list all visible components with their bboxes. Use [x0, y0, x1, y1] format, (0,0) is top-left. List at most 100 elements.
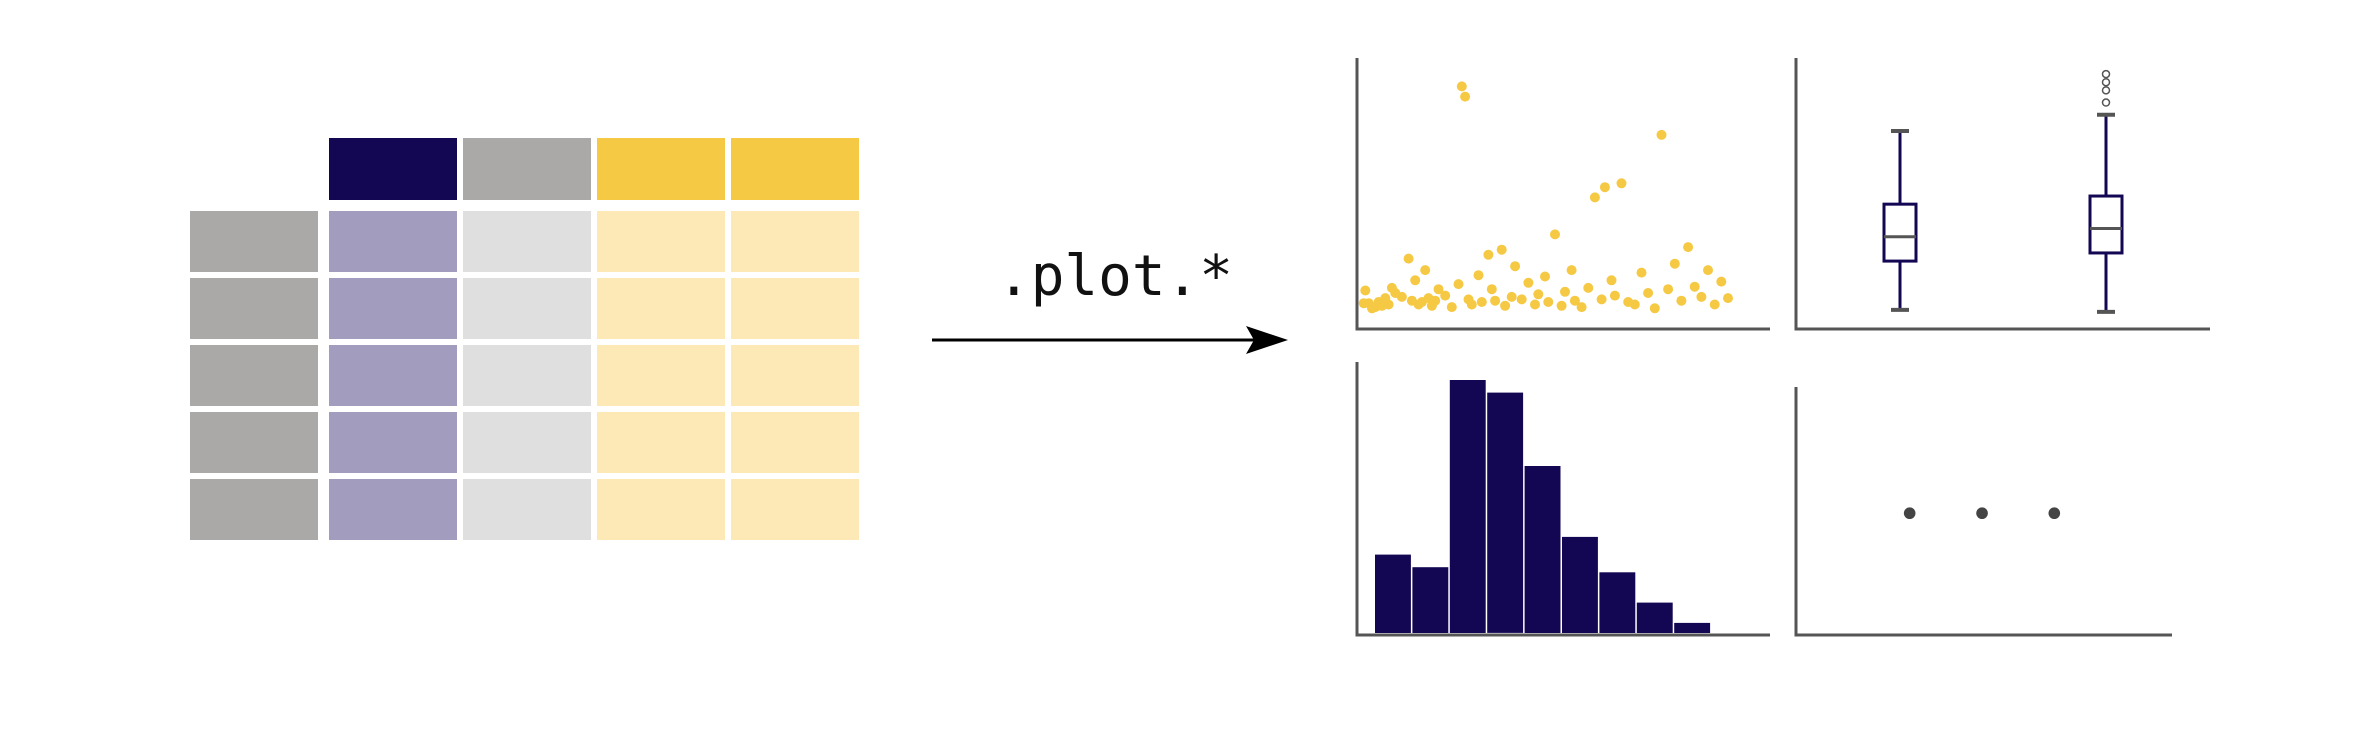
scatter-point [1663, 284, 1674, 295]
table-header-cell [731, 138, 859, 200]
arrow-label: .plot.* [997, 244, 1233, 309]
scatter-point [1609, 290, 1620, 301]
table-index-cell [190, 345, 318, 406]
scatter-point [1703, 265, 1713, 276]
table-body-cell [731, 412, 859, 473]
scatter-point [1596, 294, 1607, 305]
scatter-point [1550, 229, 1560, 240]
scatter-point [1676, 295, 1687, 306]
histogram-bar [1449, 380, 1486, 633]
histogram-bar [1375, 554, 1411, 633]
scatter-point [1583, 282, 1594, 293]
scatter-point [1689, 281, 1700, 292]
scatter-point [1530, 299, 1540, 310]
boxplot-panel [1794, 58, 2210, 331]
scatter-point [1669, 258, 1680, 269]
table-index-cell [190, 278, 318, 339]
box-outlier [2101, 98, 2111, 107]
scatter-point [1396, 291, 1407, 302]
table-body-cell [463, 345, 591, 406]
table-body-cell [329, 211, 457, 272]
scatter-point [1533, 289, 1544, 300]
scatter-point [1403, 253, 1414, 264]
axis-lines [1355, 58, 1770, 331]
scatter-point [1560, 286, 1570, 297]
table-body-cell [329, 412, 457, 473]
table-body-cell [597, 211, 725, 272]
table-body-cell [463, 211, 591, 272]
scatter-point [1696, 291, 1707, 302]
table-header-cell [463, 138, 591, 200]
scatter-point [1540, 271, 1550, 282]
dataframe-table [190, 138, 859, 540]
scatter-point [1543, 297, 1554, 307]
scatter-point [1453, 279, 1464, 290]
scatter-point [1483, 249, 1494, 260]
box-outlier [2101, 86, 2111, 95]
scatter-point [1460, 91, 1471, 102]
scatter-point [1656, 129, 1667, 140]
scatter-point [1410, 275, 1421, 286]
scatter-point [1506, 291, 1517, 302]
histogram-bar [1636, 602, 1673, 633]
scatter-point [1383, 299, 1394, 310]
scatter-point [1629, 299, 1640, 310]
table-body-cell [731, 479, 859, 540]
table-body-cell [329, 345, 457, 406]
scatter-point [1606, 275, 1617, 286]
scatter-point [1500, 300, 1511, 311]
table-body-cell [597, 479, 725, 540]
ellipsis-text: • • • [1898, 492, 2084, 538]
scatter-point [1516, 294, 1527, 305]
scatter-point [1440, 290, 1451, 301]
scatter-point [1360, 285, 1371, 296]
scatter-point [1643, 288, 1654, 298]
table-header-cell [329, 138, 457, 200]
scatter-point [1510, 261, 1521, 272]
scatter-point [1649, 303, 1660, 314]
scatter-panel [1355, 58, 1770, 331]
table-body-cell [463, 278, 591, 339]
scatter-point [1636, 267, 1647, 278]
scatter-point [1616, 178, 1627, 189]
scatter-point [1576, 302, 1587, 313]
table-body-cell [463, 479, 591, 540]
table-header-cell [597, 138, 725, 200]
table-body-cell [731, 345, 859, 406]
table-index-cell [190, 412, 318, 473]
box-outlier [2101, 69, 2111, 79]
table-body-cell [329, 278, 457, 339]
histogram-bar [1412, 567, 1449, 633]
table-body-cell [597, 412, 725, 473]
scatter-point [1496, 244, 1507, 255]
scatter-point [1569, 295, 1580, 306]
scatter-point [1556, 300, 1567, 311]
table-body-cell [731, 278, 859, 339]
histogram-bar [1599, 572, 1636, 633]
scatter-point [1486, 284, 1497, 295]
scatter-point [1523, 277, 1534, 288]
scatter-point [1490, 295, 1501, 306]
arrow-head [1246, 326, 1288, 354]
histogram-bar [1487, 392, 1524, 633]
box-outlier [2101, 77, 2111, 87]
table-body-cell [597, 345, 725, 406]
scatter-point [1466, 299, 1477, 310]
axis-lines [1355, 362, 1770, 637]
table-body-cell [731, 211, 859, 272]
table-index-cell [190, 479, 318, 540]
scatter-point [1430, 295, 1441, 306]
scatter-point [1566, 265, 1577, 276]
scatter-point [1456, 81, 1467, 92]
axis-lines [1794, 387, 2172, 637]
table-body-cell [463, 412, 591, 473]
scatter-point [1589, 192, 1600, 203]
table-index-cell [190, 211, 318, 272]
scatter-point [1473, 270, 1484, 281]
table-body-cell [597, 278, 725, 339]
scatter-point [1420, 265, 1431, 276]
box-body [2088, 194, 2124, 255]
axis-lines [1794, 58, 2210, 331]
histogram-bar [1562, 536, 1598, 633]
